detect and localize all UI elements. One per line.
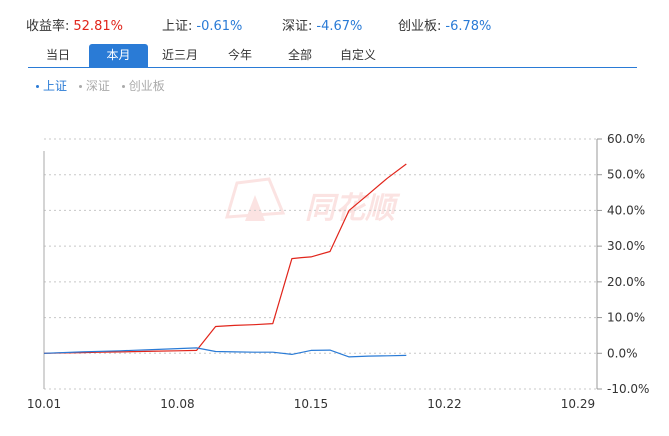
stat-shanghai-label: 上证: bbox=[162, 19, 193, 34]
legend-shenzhen[interactable]: 深证 bbox=[78, 77, 110, 94]
watermark-logo-icon bbox=[224, 177, 286, 221]
y-tick-label: -10.0% bbox=[607, 382, 649, 396]
chart-legend: 上证 深证 创业板 bbox=[36, 77, 173, 94]
watermark-text: 同花顺 bbox=[305, 191, 401, 226]
stat-shanghai: 上证: -0.61% bbox=[162, 15, 242, 34]
stat-return: 收益率: 52.81% bbox=[26, 15, 123, 34]
chart-series bbox=[43, 163, 407, 358]
y-tick-label: 10.0% bbox=[607, 311, 645, 325]
stat-shenzhen-label: 深证: bbox=[282, 19, 313, 34]
period-tabs: 当日 本月 近三月 今年 全部 自定义 bbox=[28, 44, 637, 68]
tab-today[interactable]: 当日 bbox=[45, 48, 70, 62]
stat-shenzhen-value: -4.67% bbox=[316, 19, 363, 34]
tab-three-months[interactable]: 近三月 bbox=[161, 48, 198, 62]
legend-dot-icon bbox=[78, 85, 82, 88]
x-tick-label: 10.29 bbox=[561, 397, 595, 411]
tab-this-month[interactable]: 本月 bbox=[89, 44, 148, 67]
portfolio-return-line bbox=[43, 163, 407, 354]
legend-shenzhen-label: 深证 bbox=[85, 79, 110, 93]
legend-shanghai-label: 上证 bbox=[43, 79, 68, 93]
y-tick-label: 60.0% bbox=[607, 132, 645, 146]
legend-shanghai[interactable]: 上证 bbox=[36, 77, 67, 94]
tab-all[interactable]: 全部 bbox=[287, 48, 312, 62]
x-tick-label: 10.01 bbox=[27, 397, 61, 411]
x-tick-label: 10.08 bbox=[160, 397, 194, 411]
stat-shanghai-value: -0.61% bbox=[196, 19, 243, 34]
legend-dot-icon bbox=[36, 85, 39, 88]
tab-custom[interactable]: 自定义 bbox=[339, 48, 376, 62]
stat-chinext-value: -6.78% bbox=[445, 19, 492, 34]
legend-chinext[interactable]: 创业板 bbox=[121, 77, 165, 94]
y-tick-label: 20.0% bbox=[607, 275, 645, 289]
x-tick-label: 10.15 bbox=[294, 397, 328, 411]
chart-axes: 60.0% 50.0% 40.0% 30.0% 20.0% 10.0% 0.0% -10.0%… bbox=[27, 132, 650, 411]
legend-dot-icon bbox=[121, 85, 125, 88]
stat-chinext: 创业板: -6.78% bbox=[398, 15, 491, 34]
stat-chinext-label: 创业板: bbox=[398, 19, 442, 34]
watermark: 同花顺 bbox=[224, 177, 401, 226]
tab-this-year[interactable]: 今年 bbox=[227, 48, 252, 62]
chart-grid bbox=[44, 138, 597, 390]
y-tick-label: 30.0% bbox=[607, 239, 645, 253]
stat-shenzhen: 深证: -4.67% bbox=[282, 15, 362, 34]
y-tick-label: 50.0% bbox=[607, 168, 645, 182]
y-tick-label: 0.0% bbox=[607, 346, 638, 360]
stat-return-value: 52.81% bbox=[73, 19, 123, 34]
shanghai-index-line bbox=[43, 347, 407, 358]
stat-return-label: 收益率: bbox=[26, 19, 70, 34]
x-tick-label: 10.22 bbox=[427, 397, 461, 411]
y-tick-label: 40.0% bbox=[607, 203, 645, 217]
legend-chinext-label: 创业板 bbox=[128, 79, 165, 93]
